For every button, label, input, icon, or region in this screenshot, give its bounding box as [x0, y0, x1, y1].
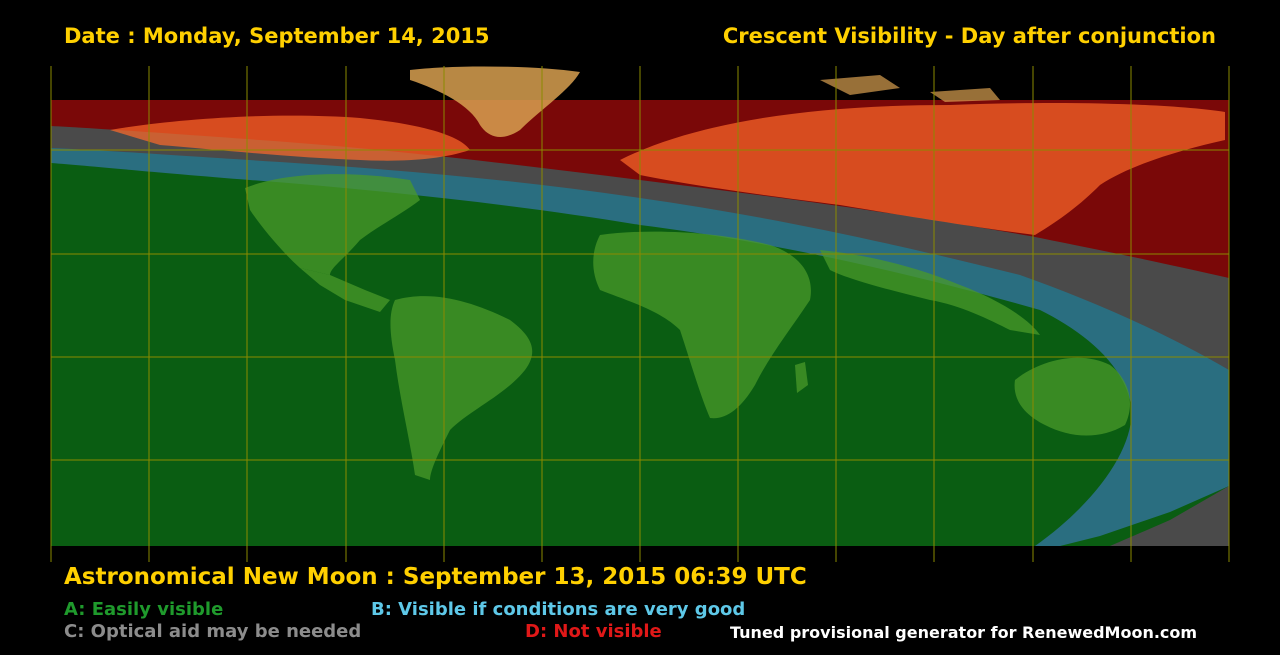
legend-easily-visible: A: Easily visible [64, 599, 223, 620]
legend-visible-good-conditions: B: Visible if conditions are very good [371, 599, 745, 620]
arctic-islands [820, 75, 1000, 102]
continents [245, 174, 1130, 480]
south-america-landmass [390, 296, 533, 480]
central-america-landmass [300, 268, 390, 312]
north-america-landmass [245, 174, 420, 275]
date-label: Date : Monday, September 14, 2015 [64, 24, 490, 48]
graticule [50, 66, 1230, 562]
eurasia-northern-landmass [620, 102, 1225, 235]
madagascar-landmass [795, 362, 808, 393]
northern-landmass [110, 102, 1225, 235]
visibility-title: Crescent Visibility - Day after conjunct… [722, 24, 1216, 48]
legend-text: B: Visible if conditions are very good [371, 599, 746, 620]
greenland-landmass [410, 66, 580, 137]
asia-landmass-lower [820, 250, 1040, 335]
north-america-northern-landmass [110, 115, 470, 161]
generator-credit: Tuned provisional generator for RenewedM… [730, 623, 1198, 642]
legend-optical-aid: C: Optical aid may be needed [64, 621, 361, 642]
australia-landmass [1014, 357, 1130, 436]
legend-not-visible: D: Not visible [525, 621, 662, 642]
legend-text: D: Not visible [525, 621, 662, 642]
legend-text: A: Easily visible [64, 599, 224, 620]
africa-landmass [593, 231, 811, 419]
legend-text: C: Optical aid may be needed [64, 621, 362, 642]
new-moon-time: Astronomical New Moon : September 13, 20… [64, 564, 807, 590]
